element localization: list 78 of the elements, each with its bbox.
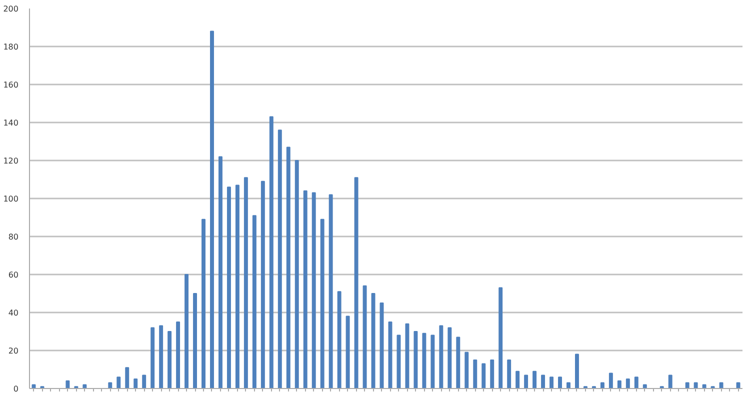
y-tick-label: 80 — [8, 232, 19, 242]
bar — [108, 382, 112, 388]
bar — [244, 177, 248, 388]
bar — [532, 370, 537, 388]
bar — [252, 215, 256, 388]
bar — [702, 384, 706, 388]
bar — [668, 374, 672, 388]
bar — [210, 30, 214, 388]
bar — [608, 372, 613, 388]
bar — [218, 156, 222, 388]
bar — [558, 376, 562, 388]
bar — [142, 374, 146, 388]
bar — [278, 130, 282, 388]
bar — [159, 325, 164, 388]
bar — [473, 360, 478, 388]
y-tick-label: 20 — [8, 346, 19, 356]
bar — [150, 327, 155, 388]
bar — [66, 380, 70, 388]
bar — [405, 323, 410, 388]
bar — [490, 360, 494, 388]
bar — [116, 376, 121, 388]
bar — [524, 374, 528, 388]
bar — [516, 370, 520, 388]
bar — [371, 293, 376, 388]
bar — [294, 160, 299, 388]
y-tick-label: 0 — [13, 384, 19, 394]
bar — [456, 336, 460, 388]
bar — [82, 384, 87, 388]
bar — [541, 374, 546, 388]
bar — [312, 192, 316, 388]
bar — [498, 287, 503, 388]
y-tick-label: 160 — [3, 80, 19, 90]
bar — [414, 331, 418, 388]
bar — [168, 331, 172, 388]
bar — [550, 376, 554, 388]
bar — [134, 378, 138, 388]
bar — [482, 363, 486, 388]
bar — [396, 334, 401, 388]
bar — [328, 194, 333, 388]
bar — [685, 382, 690, 388]
y-tick-label: 60 — [8, 270, 19, 280]
bar — [337, 291, 342, 388]
y-tick-label: 120 — [3, 156, 19, 166]
bar — [430, 334, 435, 388]
bar — [354, 177, 358, 388]
bar — [574, 354, 579, 388]
bar — [260, 180, 265, 388]
bar — [719, 382, 724, 388]
bar — [617, 380, 622, 388]
y-tick-label: 140 — [3, 118, 19, 128]
y-tick-label: 200 — [3, 4, 19, 14]
bar — [346, 316, 350, 388]
bar — [600, 382, 604, 388]
y-tick-label: 100 — [3, 194, 19, 204]
bar — [176, 322, 180, 388]
bar — [269, 116, 274, 388]
bar — [226, 186, 231, 388]
bar — [439, 325, 444, 388]
y-tick-label: 40 — [8, 308, 19, 318]
bar — [235, 184, 240, 388]
bar — [566, 382, 570, 388]
bar — [448, 327, 452, 388]
bar — [193, 293, 198, 388]
bar — [184, 274, 189, 388]
bar — [125, 367, 130, 388]
y-tick-label: 180 — [3, 42, 19, 52]
bar — [642, 384, 647, 388]
bar — [694, 382, 698, 388]
bar — [303, 190, 308, 388]
bar — [634, 376, 638, 388]
bar — [464, 352, 469, 388]
bar — [320, 218, 324, 388]
bar — [286, 146, 290, 388]
bar — [202, 218, 206, 388]
bar — [362, 285, 367, 388]
bar — [422, 332, 426, 388]
bar — [626, 378, 630, 388]
bar — [507, 360, 512, 388]
